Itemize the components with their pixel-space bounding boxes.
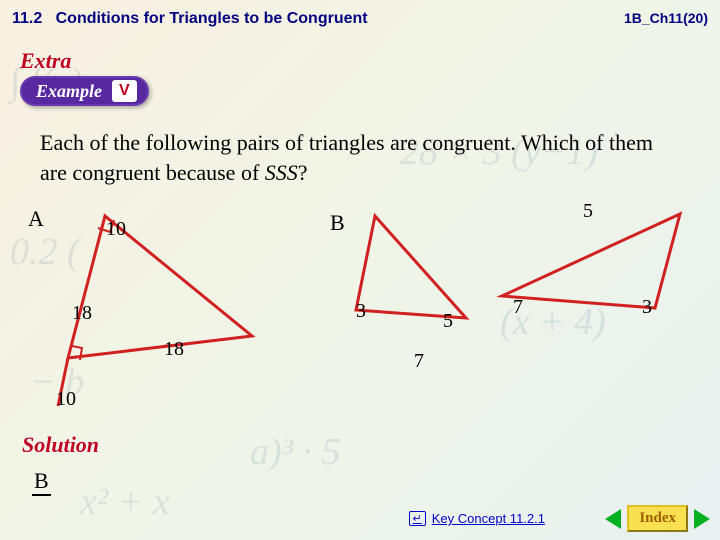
- example-number: V: [112, 80, 137, 102]
- figures-area: A 10 18 18 10 B 3 5 7 5 7 3: [0, 198, 720, 418]
- question-part2: ?: [298, 160, 308, 185]
- index-button[interactable]: Index: [627, 505, 688, 532]
- key-concept-text: Key Concept 11.2.1: [432, 511, 545, 526]
- pair-a-side-18a: 18: [72, 302, 92, 325]
- pair-b1-side-5: 5: [443, 310, 453, 333]
- question-sss: SSS: [265, 160, 298, 185]
- return-icon: ↵: [409, 511, 426, 526]
- navigation-area: Index: [605, 505, 710, 532]
- pair-b1-side-3: 3: [356, 300, 366, 323]
- pair-b1-side-7: 7: [414, 350, 424, 373]
- prev-button[interactable]: [605, 509, 621, 529]
- solution-answer: B: [32, 468, 51, 496]
- section-title: 11.2 Conditions for Triangles to be Cong…: [12, 10, 368, 28]
- example-label: Example: [36, 81, 102, 102]
- section-title-text: Conditions for Triangles to be Congruent: [56, 10, 368, 27]
- pair-a-side-10b: 10: [56, 388, 76, 411]
- next-button[interactable]: [694, 509, 710, 529]
- extra-label: Extra: [20, 48, 149, 74]
- page-reference: 1B_Ch11(20): [624, 10, 708, 28]
- pair-b2-side-5: 5: [583, 200, 593, 223]
- example-pill: Example V: [20, 76, 149, 106]
- key-concept-link[interactable]: ↵ Key Concept 11.2.1: [409, 511, 545, 526]
- solution-label: Solution: [22, 432, 99, 458]
- pair-a-triangles: [20, 198, 280, 418]
- extra-example-badge: Extra Example V: [20, 48, 149, 106]
- slide-header: 11.2 Conditions for Triangles to be Cong…: [0, 10, 720, 28]
- pair-a-side-10a: 10: [106, 218, 126, 241]
- section-number: 11.2: [12, 10, 42, 27]
- question-text: Each of the following pairs of triangles…: [40, 128, 680, 187]
- question-part1: Each of the following pairs of triangles…: [40, 130, 653, 185]
- pair-a-side-18b: 18: [164, 338, 184, 361]
- pair-b2-side-7: 7: [513, 296, 523, 319]
- slide-root: ∫ f(x) c 28 × 3 (y−1) 0.2 ( (x + 4) − b …: [0, 0, 720, 540]
- pair-b2-side-3: 3: [642, 296, 652, 319]
